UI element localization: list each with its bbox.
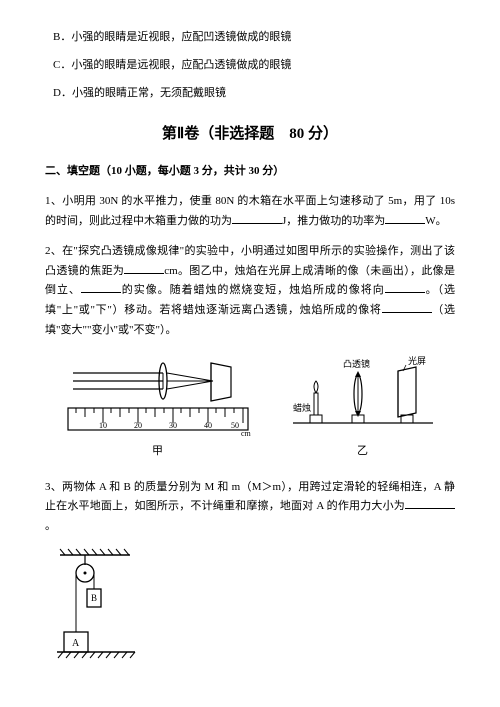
section-title: 第Ⅱ卷（非选择题 80 分） (45, 121, 455, 148)
q1-blank2 (385, 212, 425, 224)
q2-blank3 (385, 281, 425, 293)
question-3: 3、两物体 A 和 B 的质量分别为 M 和 m（M＞m），用跨过定滑轮的轻绳相… (45, 478, 455, 537)
q2-blank1 (124, 262, 164, 274)
figure-pulley-wrap: B A (55, 547, 455, 667)
svg-text:光屏: 光屏 (408, 355, 426, 366)
q3-t2: 。 (45, 520, 56, 532)
figure-pulley: B A (55, 547, 145, 667)
svg-text:20: 20 (134, 421, 142, 430)
figures-row-1: 10 20 30 40 50 cm 甲 蜡烛 凸透镜 光屏 乙 (45, 353, 455, 462)
question-2: 2、在"探究凸透镜成像规律"的实验中，小明通过如图甲所示的实验操作，测出了该凸透… (45, 242, 455, 341)
svg-text:凸透镜: 凸透镜 (343, 358, 370, 369)
q2-t3: 的实像。随着蜡烛的燃烧变短，烛焰所成的像将向 (121, 284, 385, 296)
svg-text:蜡烛: 蜡烛 (293, 402, 311, 413)
svg-text:10: 10 (99, 421, 107, 430)
figure-jia-wrap: 10 20 30 40 50 cm 甲 (63, 353, 253, 462)
figure-yi-wrap: 蜡烛 凸透镜 光屏 乙 (288, 353, 438, 462)
figure-yi: 蜡烛 凸透镜 光屏 (288, 353, 438, 438)
figure-yi-label: 乙 (288, 442, 438, 462)
q3-t1: 3、两物体 A 和 B 的质量分别为 M 和 m（M＞m），用跨过定滑轮的轻绳相… (45, 481, 455, 513)
option-d: D．小强的眼睛正常，无须配戴眼镜 (53, 84, 455, 104)
figure-jia: 10 20 30 40 50 cm (63, 353, 253, 438)
fill-blank-heading: 二、填空题（10 小题，每小题 3 分，共计 30 分） (45, 162, 455, 182)
question-1: 1、小明用 30N 的水平推力，使重 80N 的木箱在水平面上匀速移动了 5m，… (45, 192, 455, 232)
option-b: B．小强的眼睛是近视眼，应配凹透镜做成的眼镜 (53, 28, 455, 48)
q2-blank2 (81, 281, 121, 293)
q1-blank1 (232, 212, 282, 224)
q1-unit1: J，推力做功的功率为 (282, 215, 385, 227)
option-c: C．小强的眼睛是远视眼，应配凸透镜做成的眼镜 (53, 56, 455, 76)
svg-text:B: B (91, 593, 97, 603)
svg-text:50: 50 (231, 421, 239, 430)
svg-text:40: 40 (204, 421, 212, 430)
q3-blank1 (405, 497, 455, 509)
figure-jia-label: 甲 (63, 442, 253, 462)
svg-text:A: A (72, 638, 80, 649)
q2-blank4 (382, 301, 432, 313)
svg-text:cm: cm (241, 429, 252, 438)
svg-text:30: 30 (169, 421, 177, 430)
q1-unit2: W。 (425, 215, 446, 227)
